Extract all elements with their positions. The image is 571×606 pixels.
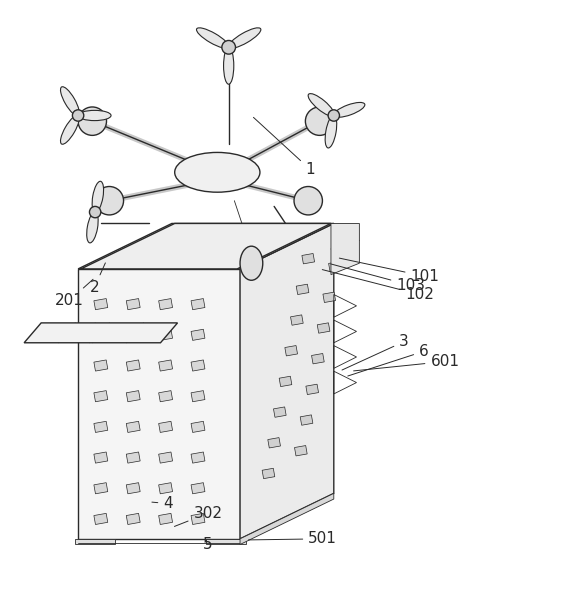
Text: 601: 601 — [353, 354, 460, 371]
Polygon shape — [126, 329, 140, 341]
Polygon shape — [240, 224, 334, 539]
Text: 102: 102 — [322, 270, 434, 302]
Polygon shape — [94, 513, 108, 524]
Polygon shape — [126, 513, 140, 524]
Polygon shape — [334, 231, 347, 241]
Polygon shape — [78, 224, 334, 269]
Polygon shape — [94, 299, 108, 310]
Circle shape — [222, 41, 235, 54]
Polygon shape — [94, 421, 108, 433]
Ellipse shape — [196, 28, 229, 48]
Polygon shape — [328, 261, 341, 272]
Polygon shape — [331, 224, 359, 275]
Polygon shape — [94, 452, 108, 463]
Text: 302: 302 — [175, 506, 223, 527]
Polygon shape — [291, 315, 303, 325]
Text: 2: 2 — [90, 263, 106, 295]
Polygon shape — [78, 269, 240, 539]
Text: 103: 103 — [331, 264, 425, 293]
Polygon shape — [75, 539, 115, 545]
Polygon shape — [191, 329, 205, 341]
Polygon shape — [274, 407, 286, 418]
Text: 6: 6 — [348, 344, 429, 376]
Text: 101: 101 — [339, 258, 439, 284]
Polygon shape — [94, 482, 108, 494]
Ellipse shape — [87, 212, 98, 243]
Polygon shape — [295, 445, 307, 456]
Polygon shape — [159, 329, 172, 341]
Ellipse shape — [325, 116, 337, 148]
Ellipse shape — [175, 153, 260, 192]
Polygon shape — [312, 353, 324, 364]
Ellipse shape — [240, 246, 263, 280]
Polygon shape — [191, 391, 205, 402]
Polygon shape — [317, 323, 330, 333]
Polygon shape — [285, 345, 297, 356]
Circle shape — [95, 187, 123, 215]
Polygon shape — [191, 452, 205, 463]
Ellipse shape — [61, 115, 79, 144]
Circle shape — [305, 107, 334, 135]
Circle shape — [78, 107, 107, 135]
Text: 1: 1 — [254, 118, 315, 177]
Polygon shape — [159, 421, 172, 433]
Text: 3: 3 — [342, 334, 409, 370]
Ellipse shape — [92, 181, 103, 212]
Polygon shape — [126, 360, 140, 371]
Polygon shape — [126, 482, 140, 494]
Polygon shape — [302, 253, 315, 264]
Text: 201: 201 — [55, 279, 93, 308]
Polygon shape — [300, 415, 313, 425]
Polygon shape — [296, 284, 309, 295]
Circle shape — [328, 110, 340, 121]
Polygon shape — [126, 421, 140, 433]
Polygon shape — [126, 299, 140, 310]
Ellipse shape — [224, 47, 234, 84]
Polygon shape — [159, 299, 172, 310]
Polygon shape — [159, 391, 172, 402]
Polygon shape — [240, 493, 334, 545]
Polygon shape — [268, 438, 280, 448]
Polygon shape — [126, 452, 140, 463]
Polygon shape — [279, 376, 292, 387]
Ellipse shape — [308, 93, 334, 116]
Polygon shape — [24, 323, 178, 343]
Polygon shape — [206, 539, 246, 545]
Ellipse shape — [61, 87, 79, 116]
Circle shape — [294, 187, 323, 215]
Circle shape — [73, 110, 84, 121]
Polygon shape — [323, 292, 336, 302]
Ellipse shape — [333, 102, 365, 117]
Polygon shape — [191, 299, 205, 310]
Polygon shape — [94, 391, 108, 402]
Circle shape — [90, 207, 101, 218]
Polygon shape — [262, 468, 275, 479]
Polygon shape — [191, 482, 205, 494]
Ellipse shape — [78, 110, 111, 121]
Polygon shape — [159, 482, 172, 494]
Polygon shape — [94, 329, 108, 341]
Text: 5: 5 — [203, 537, 213, 552]
Polygon shape — [159, 360, 172, 371]
Polygon shape — [81, 224, 331, 269]
Text: 501: 501 — [248, 531, 337, 547]
Polygon shape — [191, 421, 205, 433]
Polygon shape — [191, 360, 205, 371]
Text: 4: 4 — [152, 496, 173, 511]
Polygon shape — [126, 391, 140, 402]
Polygon shape — [94, 360, 108, 371]
Polygon shape — [159, 452, 172, 463]
Polygon shape — [306, 384, 319, 395]
Polygon shape — [191, 513, 205, 524]
Ellipse shape — [228, 28, 261, 48]
Polygon shape — [159, 513, 172, 524]
